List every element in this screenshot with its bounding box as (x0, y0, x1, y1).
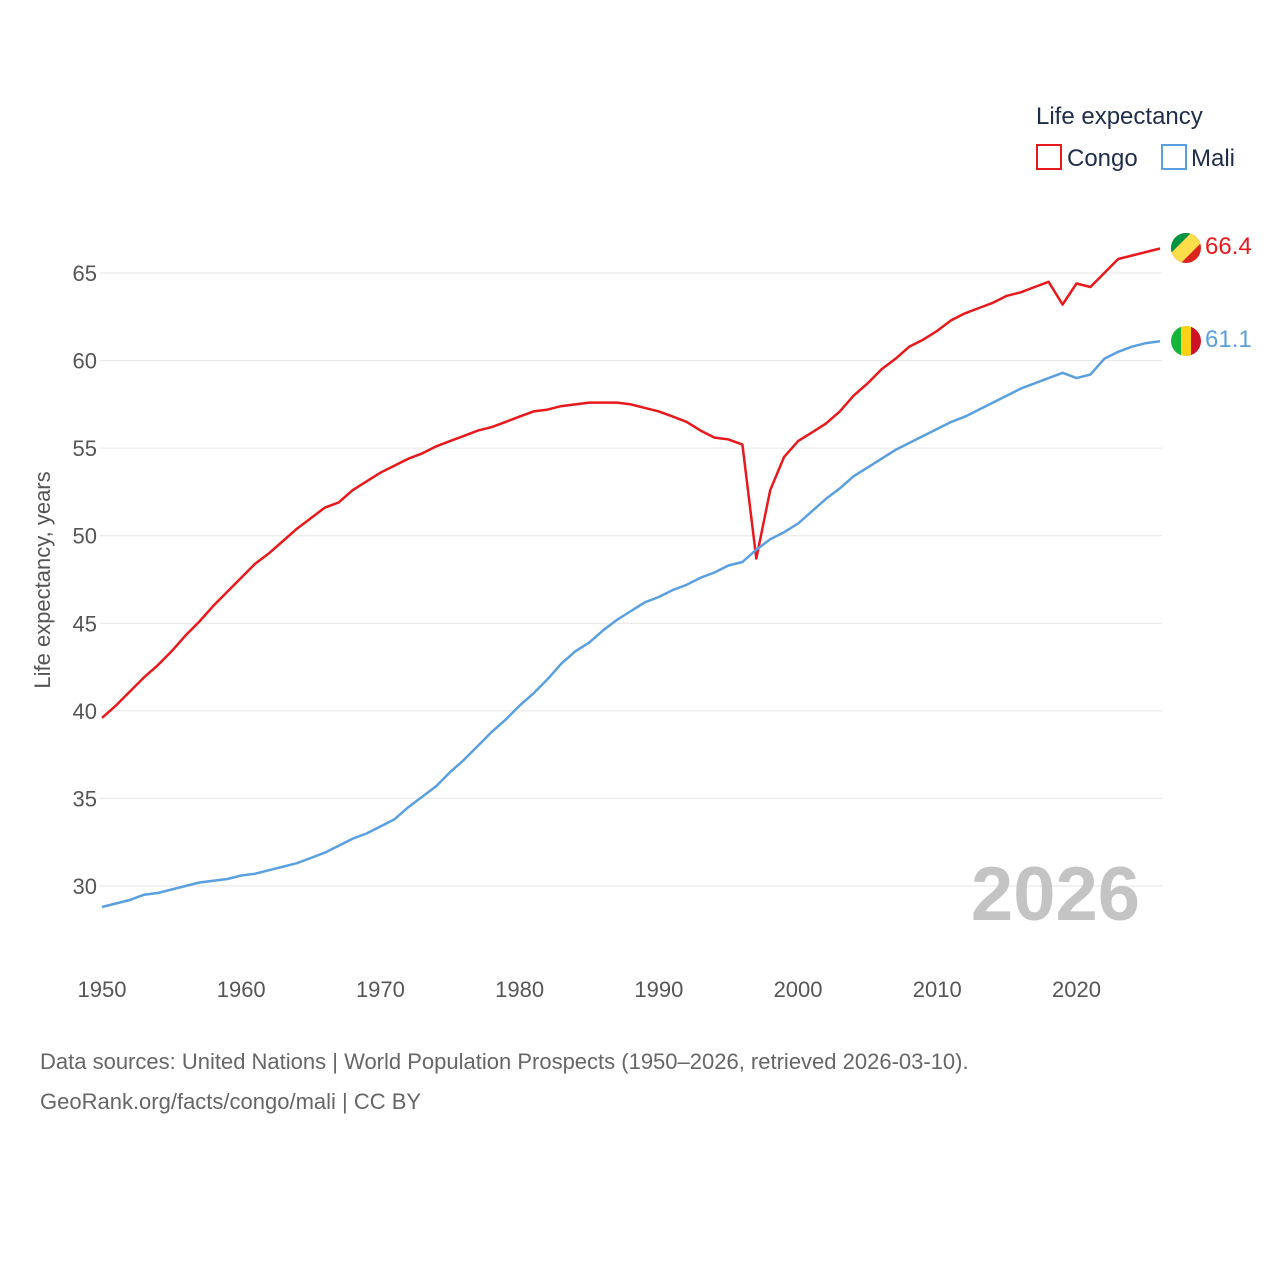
x-tick-label: 1980 (495, 977, 544, 1002)
end-value-mali: 61.1 (1205, 326, 1252, 353)
y-tick-label: 35 (73, 786, 97, 811)
y-tick-label: 55 (73, 436, 97, 461)
grid-lines (100, 272, 1162, 887)
y-tick-label: 40 (73, 699, 97, 724)
legend-label-mali: Mali (1191, 145, 1235, 172)
x-tick-label: 2010 (913, 977, 962, 1002)
footer: Data sources: United Nations | World Pop… (40, 1042, 969, 1122)
data-sources-text: Data sources: United Nations | World Pop… (40, 1049, 969, 1074)
y-axis-title: Life expectancy, years (30, 471, 55, 688)
x-tick-label: 2020 (1052, 977, 1101, 1002)
source-link-text: GeoRank.org/facts/congo/mali | CC BY (40, 1089, 422, 1114)
year-watermark: 2026 (971, 852, 1140, 937)
legend-item-congo[interactable]: Congo (1036, 144, 1138, 172)
y-tick-label: 45 (73, 611, 97, 636)
x-axis-ticks: 1950 1960 1970 1980 1990 2000 2010 2020 (78, 977, 1101, 1002)
x-tick-label: 1970 (356, 977, 405, 1002)
x-tick-label: 1990 (634, 977, 683, 1002)
y-tick-label: 30 (73, 874, 97, 899)
series-lines (101, 247, 1161, 909)
mali-flag-icon (1171, 326, 1201, 356)
legend: Life expectancy Congo Mali (1036, 103, 1235, 172)
y-tick-label: 50 (73, 524, 97, 549)
x-tick-label: 1960 (217, 977, 266, 1002)
legend-label-congo: Congo (1067, 145, 1138, 172)
series-line-congo[interactable] (101, 247, 1161, 719)
y-tick-label: 60 (73, 349, 97, 374)
legend-swatch-mali (1161, 144, 1187, 170)
congo-flag-icon (1171, 233, 1201, 263)
x-tick-label: 2000 (774, 977, 823, 1002)
x-tick-label: 1950 (78, 977, 127, 1002)
legend-title: Life expectancy (1036, 103, 1203, 130)
y-tick-label: 65 (73, 261, 97, 286)
y-axis-ticks: 30 35 40 45 50 55 60 65 (73, 261, 97, 899)
series-line-mali[interactable] (101, 340, 1161, 909)
end-value-congo: 66.4 (1205, 233, 1252, 260)
legend-item-mali[interactable]: Mali (1161, 144, 1235, 172)
legend-swatch-congo (1036, 144, 1062, 170)
